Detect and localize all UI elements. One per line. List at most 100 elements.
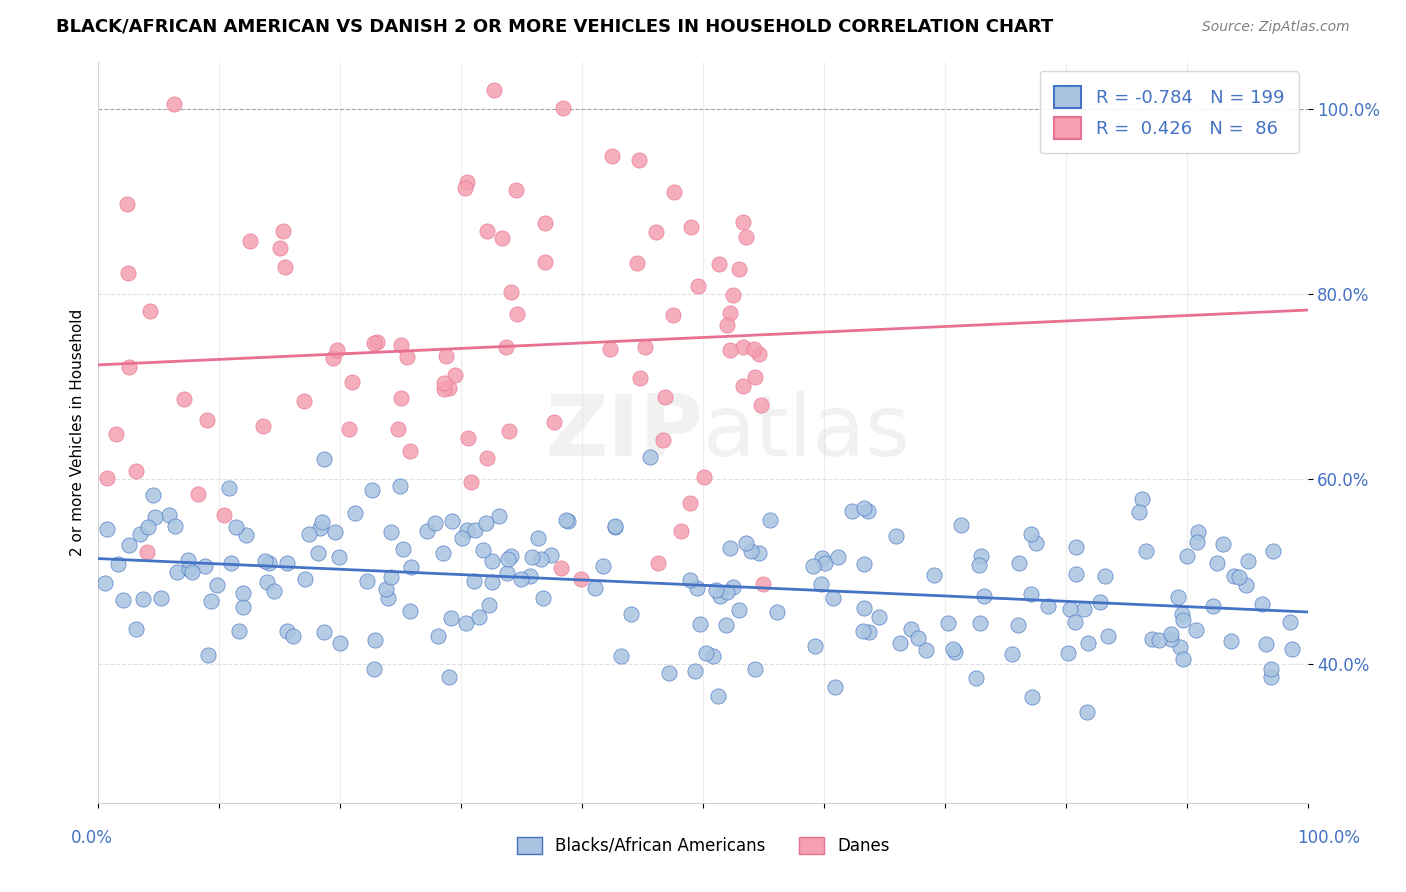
Point — [467, 610, 489, 624]
Point — [1057, 647, 1080, 661]
Point — [309, 520, 332, 534]
Point — [478, 598, 501, 612]
Point — [551, 101, 574, 115]
Point — [922, 567, 945, 582]
Point — [292, 393, 315, 408]
Point — [900, 622, 922, 636]
Point — [1128, 505, 1150, 519]
Point — [444, 368, 467, 383]
Point — [1281, 642, 1303, 657]
Point — [389, 391, 412, 405]
Point — [456, 523, 478, 537]
Point — [197, 648, 219, 663]
Point — [645, 225, 668, 239]
Point — [505, 183, 527, 197]
Point — [1064, 541, 1087, 555]
Point — [748, 546, 770, 560]
Point — [821, 591, 844, 605]
Point — [118, 538, 141, 552]
Point — [811, 550, 834, 565]
Point — [748, 347, 770, 361]
Point — [344, 506, 367, 520]
Point — [1263, 544, 1285, 558]
Point — [942, 642, 965, 657]
Point — [325, 524, 347, 539]
Point — [856, 504, 879, 518]
Point — [1076, 705, 1098, 719]
Point — [1094, 569, 1116, 583]
Point — [94, 575, 117, 590]
Point — [967, 558, 990, 573]
Point — [366, 334, 388, 349]
Point — [603, 519, 626, 533]
Point — [328, 549, 350, 564]
Point — [716, 318, 738, 332]
Point — [605, 519, 627, 533]
Point — [377, 591, 399, 606]
Point — [721, 288, 744, 302]
Legend: R = -0.784   N = 199, R =  0.426   N =  86: R = -0.784 N = 199, R = 0.426 N = 86 — [1039, 71, 1299, 153]
Point — [433, 376, 456, 391]
Point — [1167, 591, 1189, 605]
Point — [115, 196, 138, 211]
Point — [437, 670, 460, 684]
Point — [252, 419, 274, 434]
Point — [225, 519, 247, 533]
Point — [1223, 569, 1246, 583]
Point — [758, 513, 780, 527]
Point — [329, 636, 352, 650]
Point — [1019, 587, 1042, 601]
Point — [1073, 601, 1095, 615]
Point — [720, 541, 742, 556]
Point — [742, 342, 765, 356]
Point — [276, 556, 298, 570]
Point — [1036, 599, 1059, 613]
Point — [434, 349, 457, 363]
Point — [363, 662, 385, 676]
Point — [938, 615, 960, 630]
Point — [380, 570, 402, 584]
Point — [456, 175, 478, 189]
Point — [907, 631, 929, 645]
Point — [1260, 662, 1282, 676]
Point — [1171, 607, 1194, 622]
Point — [853, 600, 876, 615]
Point — [1173, 613, 1195, 627]
Point — [634, 339, 657, 353]
Point — [173, 392, 195, 407]
Point — [679, 496, 702, 510]
Text: ZIP: ZIP — [546, 391, 703, 475]
Point — [814, 557, 837, 571]
Point — [702, 648, 724, 663]
Y-axis label: 2 or more Vehicles in Household: 2 or more Vehicles in Household — [69, 309, 84, 557]
Point — [852, 624, 875, 639]
Point — [695, 646, 717, 660]
Point — [707, 257, 730, 271]
Point — [852, 557, 875, 571]
Point — [1237, 554, 1260, 568]
Point — [1205, 556, 1227, 570]
Point — [599, 342, 621, 356]
Point — [868, 610, 890, 624]
Point — [720, 343, 742, 357]
Point — [256, 575, 278, 590]
Point — [714, 617, 737, 632]
Point — [628, 153, 651, 168]
Point — [157, 508, 180, 522]
Point — [766, 605, 789, 619]
Point — [325, 343, 347, 357]
Point — [1260, 670, 1282, 684]
Point — [129, 526, 152, 541]
Point — [1185, 623, 1208, 637]
Point — [1064, 567, 1087, 582]
Point — [380, 524, 402, 539]
Point — [509, 573, 531, 587]
Point — [704, 583, 727, 598]
Point — [1007, 618, 1029, 632]
Point — [1001, 648, 1024, 662]
Point — [136, 520, 159, 534]
Point — [752, 577, 775, 591]
Point — [652, 433, 675, 447]
Point — [104, 427, 127, 442]
Point — [664, 186, 686, 200]
